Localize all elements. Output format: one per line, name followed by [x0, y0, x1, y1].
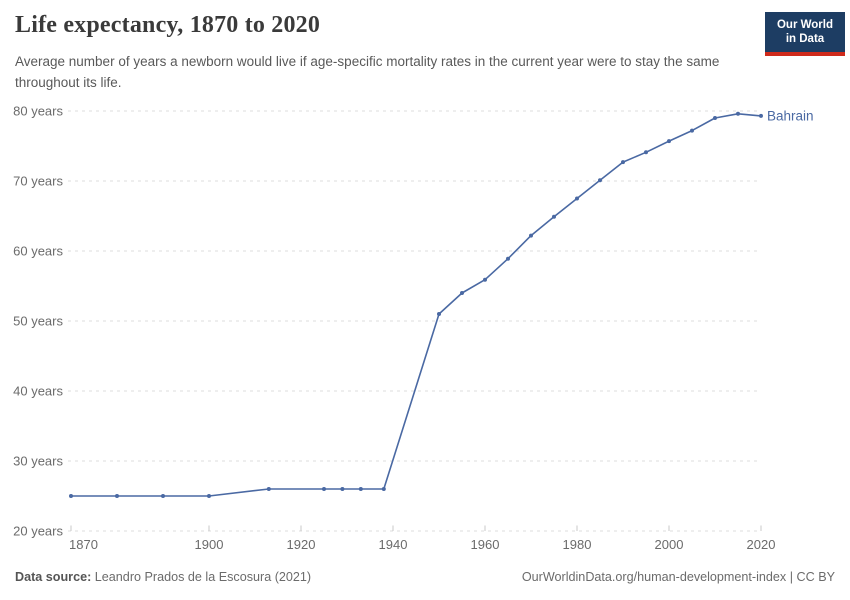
data-point [736, 111, 740, 116]
x-axis-tick-label: 1920 [287, 537, 316, 552]
data-point [460, 291, 464, 295]
data-point [713, 116, 717, 120]
data-point [667, 139, 671, 144]
data-point [69, 494, 73, 498]
y-axis-tick-label: 20 years [13, 524, 63, 539]
data-point [266, 487, 271, 491]
data-point [340, 487, 345, 491]
data-point [759, 113, 763, 118]
y-axis-tick-label: 30 years [13, 454, 63, 469]
citation-link[interactable]: OurWorldinData.org/human-development-ind… [521, 570, 835, 584]
data-source-label: Data source: [15, 570, 92, 584]
owid-logo-line2: in Data [785, 33, 825, 45]
data-point [437, 312, 441, 316]
data-source-text: Leandro Prados de la Escosura (2021) [91, 570, 312, 584]
x-axis-tick-label: 1940 [379, 537, 408, 552]
data-point [161, 494, 165, 498]
y-axis-tick-label: 80 years [13, 104, 63, 119]
data-point [381, 487, 386, 491]
y-axis-tick-label: 70 years [13, 174, 63, 189]
chart-subtitle: Average number of years a newborn would … [15, 54, 720, 90]
data-source-note: Data source: Leandro Prados de la Escosu… [15, 570, 311, 584]
data-point [598, 178, 602, 183]
data-point [115, 494, 119, 498]
x-axis-tick-label: 2020 [747, 537, 776, 552]
x-axis-tick-label: 2000 [655, 537, 684, 552]
owid-logo-red-bar [765, 52, 845, 56]
data-line [70, 113, 762, 497]
data-point [621, 160, 625, 165]
y-axis-tick-label: 40 years [13, 384, 63, 399]
x-axis-tick-label: 1900 [195, 537, 224, 552]
data-point [207, 494, 211, 498]
data-point [644, 150, 648, 155]
page-title: Life expectancy, 1870 to 2020 [15, 12, 321, 38]
data-point [358, 487, 363, 491]
owid-logo-line1: Our World [776, 18, 833, 31]
x-axis-tick-label: 1870 [69, 537, 98, 552]
data-point [552, 214, 556, 219]
series-end-label: Bahrain [767, 108, 814, 123]
data-point [529, 233, 533, 238]
data-point [690, 128, 694, 133]
x-axis-tick-label: 1980 [563, 537, 592, 552]
owid-logo[interactable]: Our World in Data [765, 12, 845, 56]
data-point [506, 256, 510, 261]
y-axis-tick-label: 50 years [13, 314, 63, 329]
data-point [575, 196, 579, 201]
data-point [322, 487, 326, 491]
x-axis-tick-label: 1960 [471, 537, 500, 552]
y-axis-tick-label: 60 years [13, 244, 63, 259]
data-point [483, 277, 487, 282]
